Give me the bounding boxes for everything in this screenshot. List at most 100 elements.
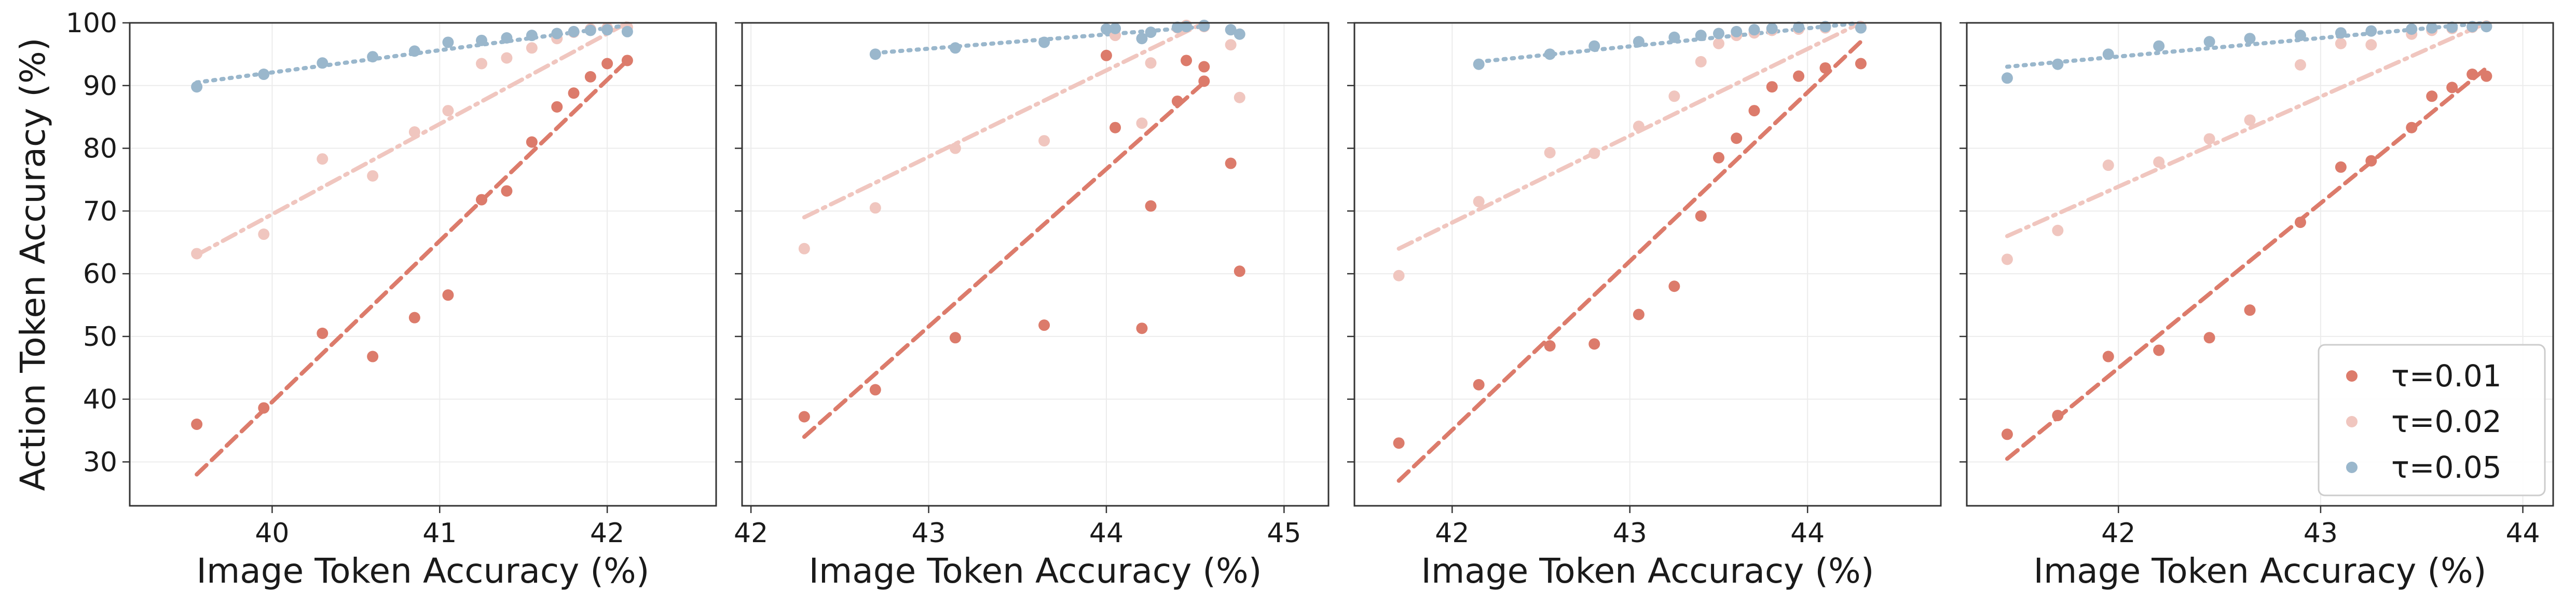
data-point: [2001, 428, 2013, 440]
data-point: [258, 69, 270, 80]
data-point: [1225, 39, 1237, 51]
x-axis-label: Image Token Accuracy (%): [1421, 551, 1874, 591]
y-tick-label: 100: [66, 8, 117, 39]
x-tick-label: 43: [911, 518, 946, 549]
data-point: [1234, 265, 1245, 277]
data-point: [601, 24, 613, 36]
data-point: [1038, 36, 1050, 48]
data-point: [1544, 147, 1556, 159]
data-point: [869, 384, 881, 396]
data-point: [317, 57, 328, 69]
x-axis-label: Image Token Accuracy (%): [809, 551, 1262, 591]
x-tick-label: 42: [1435, 518, 1469, 549]
data-point: [1668, 31, 1680, 43]
data-point: [869, 202, 881, 214]
data-point: [317, 153, 328, 165]
data-point: [2102, 351, 2114, 362]
data-point: [2001, 253, 2013, 265]
data-point: [1136, 33, 1148, 45]
data-point: [1748, 105, 1760, 117]
data-point: [442, 289, 454, 301]
data-point: [2153, 344, 2165, 356]
x-axis-label: Image Token Accuracy (%): [2034, 551, 2487, 591]
data-point: [584, 24, 596, 36]
data-point: [1588, 338, 1600, 350]
data-point: [551, 28, 563, 39]
data-point: [2294, 59, 2306, 71]
plot-frame: [741, 22, 1330, 507]
data-point: [408, 126, 420, 138]
data-point: [1695, 210, 1707, 222]
data-point: [1695, 30, 1707, 42]
data-point: [568, 87, 580, 99]
data-point: [408, 312, 420, 324]
data-point: [2365, 39, 2377, 51]
data-point: [2426, 22, 2438, 34]
trend-line: [195, 58, 629, 477]
data-point: [526, 42, 538, 54]
legend-label: τ=0.02: [2391, 404, 2502, 439]
x-tick-label: 44: [1089, 518, 1123, 549]
data-point: [2467, 69, 2478, 80]
data-point: [2001, 72, 2013, 84]
data-point: [1393, 270, 1405, 281]
data-point: [1225, 157, 1237, 169]
data-point: [869, 48, 881, 60]
data-point: [367, 351, 379, 362]
data-point: [2203, 36, 2215, 48]
data-point: [442, 36, 454, 48]
data-point: [1145, 57, 1157, 69]
data-point: [2406, 23, 2418, 35]
data-point: [949, 142, 961, 154]
data-point: [2365, 25, 2377, 37]
data-point: [1731, 25, 1743, 37]
data-point: [1695, 56, 1707, 68]
data-point: [2335, 161, 2347, 173]
data-point: [1181, 55, 1193, 66]
x-tick-label: 45: [1267, 518, 1301, 549]
data-point: [1731, 132, 1743, 144]
data-point: [2294, 217, 2306, 228]
data-point: [1544, 340, 1556, 352]
data-point: [2052, 58, 2064, 70]
data-point: [2446, 21, 2458, 33]
data-point: [2335, 27, 2347, 39]
data-point: [1712, 28, 1724, 39]
data-point: [2102, 159, 2114, 171]
legend-label: τ=0.05: [2391, 450, 2502, 485]
data-point: [1198, 75, 1210, 87]
y-tick-label: 80: [83, 133, 117, 165]
data-point: [1234, 28, 1245, 40]
x-tick-label: 44: [1790, 518, 1825, 549]
data-point: [1633, 120, 1645, 132]
data-point: [2406, 122, 2418, 133]
data-point: [1748, 24, 1760, 36]
data-point: [1393, 437, 1405, 449]
data-point: [2481, 70, 2492, 82]
data-point: [1668, 280, 1680, 292]
data-point: [1633, 36, 1645, 48]
y-tick-label: 60: [83, 259, 117, 290]
data-point: [621, 55, 633, 66]
data-point: [1038, 135, 1050, 147]
data-point: [501, 32, 513, 44]
trend-line: [802, 21, 1207, 220]
data-point: [2244, 304, 2256, 316]
data-point: [367, 51, 379, 63]
data-point: [1171, 21, 1183, 33]
data-point: [1668, 90, 1680, 102]
data-point: [2203, 332, 2215, 344]
data-point: [526, 136, 538, 148]
data-point: [1038, 319, 1050, 331]
data-point: [317, 327, 328, 339]
data-point: [1793, 70, 1805, 82]
data-point: [798, 411, 810, 423]
legend-label: τ=0.01: [2391, 358, 2502, 394]
trend-line: [1476, 21, 1863, 64]
data-point: [1198, 61, 1210, 73]
data-point: [1198, 19, 1210, 31]
data-point: [1473, 58, 1485, 70]
data-point: [1712, 37, 1724, 49]
trend-line: [2005, 65, 2489, 461]
